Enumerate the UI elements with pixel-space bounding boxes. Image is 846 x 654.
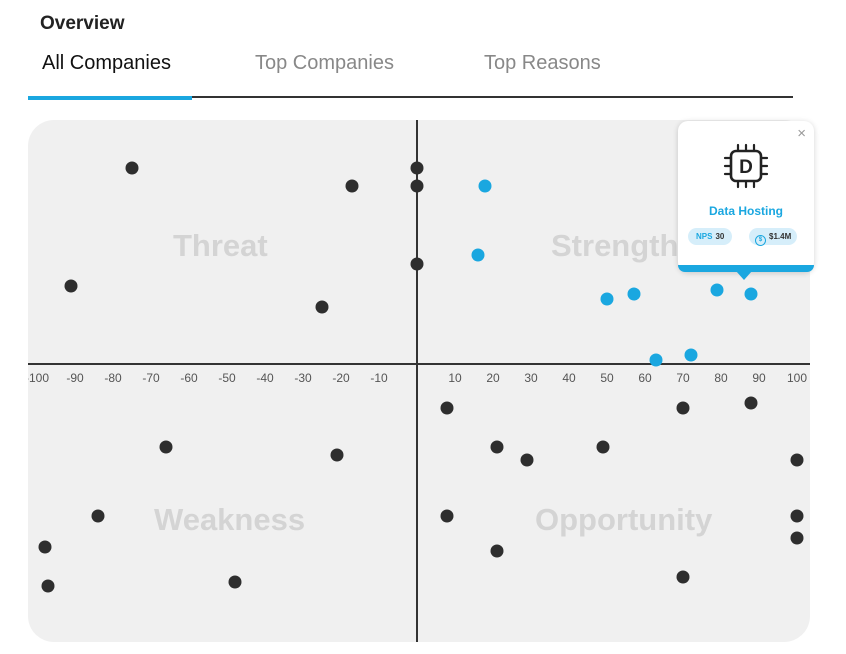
company-point[interactable] [440, 401, 454, 414]
tab-bar: All Companies Top Companies Top Reasons [28, 50, 793, 100]
popup-accent-bar [678, 265, 814, 272]
x-tick-label: -90 [66, 371, 84, 385]
active-tab-indicator [28, 96, 192, 100]
x-tick-label: -70 [142, 371, 160, 385]
x-tick-label: -40 [256, 371, 274, 385]
x-tick-label: 90 [752, 371, 766, 385]
company-popup: × D Data Hosting NPS 30 $ $1.4M [678, 121, 814, 280]
company-point[interactable] [676, 570, 690, 584]
company-point[interactable] [41, 579, 55, 593]
highlighted-company-point[interactable] [684, 348, 698, 362]
nps-badge: NPS 30 [688, 228, 733, 245]
company-point[interactable] [410, 161, 424, 175]
x-tick-label: 40 [562, 371, 576, 385]
x-axis-line [28, 363, 810, 365]
x-tick-label: 50 [600, 371, 614, 385]
tab-top-reasons[interactable]: Top Reasons [484, 52, 601, 74]
company-point[interactable] [410, 179, 424, 193]
tab-all-companies[interactable]: All Companies [42, 52, 171, 74]
highlighted-company-point[interactable] [744, 287, 758, 301]
nps-label: NPS [696, 232, 713, 241]
page-title: Overview [40, 13, 125, 34]
company-point[interactable] [790, 509, 804, 523]
x-tick-label: -20 [332, 371, 350, 385]
highlighted-company-point[interactable] [600, 292, 614, 306]
highlighted-company-point[interactable] [627, 287, 641, 301]
company-point[interactable] [410, 257, 424, 271]
company-point[interactable] [345, 179, 359, 193]
company-point[interactable] [91, 509, 105, 523]
company-point[interactable] [159, 440, 173, 454]
x-tick-label: -100 [28, 371, 50, 385]
x-tick-label: 80 [714, 371, 728, 385]
quadrant-label-strength: Strength [551, 228, 679, 263]
company-point[interactable] [330, 448, 344, 462]
company-point[interactable] [790, 453, 804, 467]
x-tick-label: 30 [524, 371, 538, 385]
highlighted-company-point[interactable] [478, 179, 492, 193]
x-tick-label: -50 [218, 371, 236, 385]
quadrant-label-weakness: Weakness [154, 502, 306, 537]
company-point[interactable] [744, 396, 758, 410]
x-tick-label: 70 [676, 371, 690, 385]
revenue-value: $1.4M [769, 232, 792, 241]
company-point[interactable] [676, 401, 690, 414]
x-tick-label: 10 [448, 371, 462, 385]
highlighted-company-point[interactable] [710, 283, 724, 297]
x-tick-label: 100 [786, 371, 808, 385]
quadrant-label-threat: Threat [173, 228, 268, 263]
x-tick-label: -60 [180, 371, 198, 385]
company-point[interactable] [790, 531, 804, 545]
company-point[interactable] [64, 279, 78, 293]
tab-top-companies[interactable]: Top Companies [255, 52, 394, 74]
company-point[interactable] [315, 300, 329, 314]
x-tick-label: -30 [294, 371, 312, 385]
x-tick-label: 60 [638, 371, 652, 385]
close-icon[interactable]: × [797, 125, 806, 142]
highlighted-company-point[interactable] [649, 353, 663, 367]
dollar-coin-icon: $ [755, 235, 766, 246]
company-point[interactable] [125, 161, 139, 175]
highlighted-company-point[interactable] [471, 248, 485, 262]
company-point[interactable] [520, 453, 534, 467]
chip-icon: D [723, 143, 769, 189]
chip-letter: D [739, 157, 753, 178]
company-point[interactable] [228, 575, 242, 588]
company-point[interactable] [490, 544, 504, 558]
x-tick-label: -80 [104, 371, 122, 385]
company-point[interactable] [440, 509, 454, 523]
company-point[interactable] [596, 440, 610, 454]
quadrant-label-opportunity: Opportunity [535, 502, 713, 537]
x-tick-label: 20 [486, 371, 500, 385]
company-point[interactable] [38, 540, 52, 554]
nps-value: 30 [715, 232, 725, 241]
x-tick-label: -10 [370, 371, 388, 385]
company-name: Data Hosting [708, 204, 783, 218]
company-point[interactable] [490, 440, 504, 454]
revenue-badge: $ $1.4M [749, 228, 798, 246]
y-axis-line [416, 120, 418, 642]
popup-pointer [736, 271, 752, 280]
